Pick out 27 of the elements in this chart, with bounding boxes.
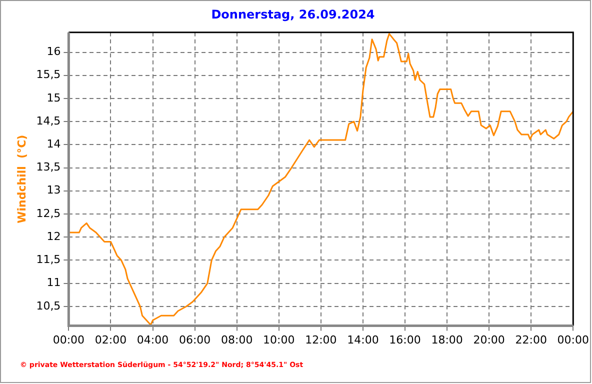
x-tick-label: 18:00 bbox=[431, 333, 463, 346]
x-tick-label: 14:00 bbox=[347, 333, 379, 346]
x-tick-label: 10:00 bbox=[263, 333, 295, 346]
x-tick-label: 12:00 bbox=[305, 333, 337, 346]
y-tick-label: 11,5 bbox=[36, 253, 61, 266]
y-tick-label: 12,5 bbox=[36, 206, 61, 220]
x-tick-label: 04:00 bbox=[136, 333, 169, 346]
y-tick-label: 11 bbox=[46, 276, 61, 290]
x-tick-label: 20:00 bbox=[473, 333, 505, 346]
y-tick-label: 14 bbox=[46, 138, 61, 151]
y-tick-label: 15,5 bbox=[36, 68, 61, 82]
y-tick-label: 12 bbox=[46, 230, 61, 243]
x-tick-label: 00:00 bbox=[557, 333, 589, 346]
y-tick-label: 13,5 bbox=[36, 160, 61, 174]
x-tick-label: 08:00 bbox=[220, 333, 253, 346]
x-tick-label: 06:00 bbox=[178, 333, 211, 346]
y-tick-label: 10,5 bbox=[36, 299, 61, 312]
y-axis-title: Windchill (°C) bbox=[15, 134, 28, 224]
x-tick-label: 22:00 bbox=[515, 333, 547, 346]
y-tick-label: 13 bbox=[46, 184, 61, 197]
x-tick-label: 16:00 bbox=[389, 333, 421, 346]
y-tick-label: 15 bbox=[46, 91, 61, 104]
x-tick-label: 00:00 bbox=[52, 333, 85, 346]
y-tick-label: 16 bbox=[46, 45, 61, 58]
chart-title: Donnerstag, 26.09.2024 bbox=[211, 7, 375, 22]
x-tick-label: 02:00 bbox=[94, 333, 127, 346]
y-tick-label: 14,5 bbox=[36, 114, 61, 128]
